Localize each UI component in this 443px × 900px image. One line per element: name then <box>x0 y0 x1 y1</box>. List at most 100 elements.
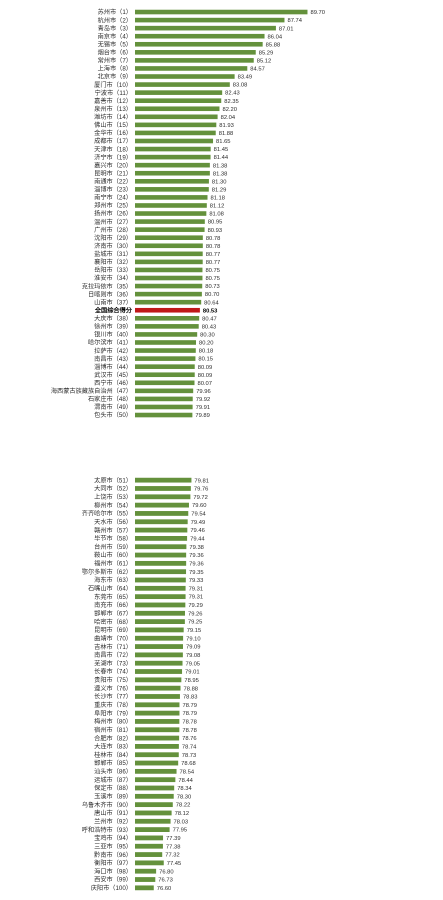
value-label: 85.88 <box>266 42 281 48</box>
bar <box>135 644 183 649</box>
category-label: 青岛市（3） <box>98 24 132 32</box>
value-label: 80.75 <box>205 276 220 282</box>
value-label: 78.12 <box>175 811 190 817</box>
value-label: 82.35 <box>224 99 239 105</box>
bar <box>135 259 203 265</box>
category-label: 天水市（56） <box>94 518 132 526</box>
category-label: 鞍山市（60） <box>94 551 132 559</box>
bar <box>135 619 185 624</box>
value-label: 80.15 <box>198 357 213 363</box>
category-label: 佛山市（15） <box>94 121 132 129</box>
category-label: 宁波市（11） <box>95 89 132 97</box>
value-label: 77.45 <box>167 861 182 867</box>
bar <box>135 760 179 766</box>
category-label: 黔南市（96） <box>94 851 132 859</box>
category-label: 宿州市（81） <box>94 726 132 734</box>
bar <box>135 340 197 345</box>
category-label: 天津市（18） <box>94 145 132 153</box>
value-label: 83.08 <box>233 83 248 89</box>
bar <box>135 652 183 658</box>
category-label: 运城市（87） <box>94 776 132 784</box>
value-label: 81.38 <box>213 171 228 177</box>
value-label: 79.05 <box>186 661 201 667</box>
category-label: 襄阳市（32） <box>94 258 132 266</box>
category-label: 银川市（40） <box>94 331 132 339</box>
category-label: 杭州市（2） <box>98 16 132 24</box>
value-label: 79.44 <box>190 537 205 543</box>
bar <box>135 41 263 47</box>
bar <box>135 486 191 491</box>
value-label: 77.39 <box>166 836 181 842</box>
value-label: 77.32 <box>165 853 180 859</box>
category-label: 台州市（59） <box>94 543 132 551</box>
category-label: 南京市（4） <box>98 32 132 40</box>
category-label: 上海市（8） <box>98 65 132 73</box>
value-label: 79.38 <box>189 545 204 551</box>
value-label: 80.77 <box>206 260 221 266</box>
category-label: 西宁市（46） <box>94 379 132 387</box>
category-label: 长春市（74） <box>94 668 132 676</box>
category-label: 乌鲁木齐市（90） <box>82 801 132 809</box>
category-label: 郑州市（25） <box>94 202 132 210</box>
top-chart-panel: 苏州市（1） 89.70 杭州市（2） 87.74 青岛市（3） 87.01 南京市（4） 8… <box>51 8 325 419</box>
value-label: 79.36 <box>189 553 204 559</box>
value-label: 79.46 <box>190 528 205 534</box>
bar <box>135 768 177 774</box>
category-label: 邯郸市（67） <box>94 609 132 617</box>
value-label: 79.54 <box>191 512 206 518</box>
category-label: 哈尔滨市（41） <box>88 339 132 347</box>
national-average-bar <box>135 307 200 313</box>
bar <box>135 283 203 289</box>
value-label: 79.35 <box>189 570 204 576</box>
value-label: 76.60 <box>157 886 172 892</box>
bar <box>135 58 254 63</box>
bar <box>135 494 191 500</box>
bar <box>135 404 193 410</box>
value-label: 78.88 <box>184 686 199 692</box>
category-label: 鄂尔多斯市（62） <box>82 568 132 576</box>
bar <box>135 98 222 103</box>
value-label: 87.01 <box>279 26 294 32</box>
category-label: 呼和浩特市（93） <box>82 826 132 834</box>
value-label: 78.78 <box>182 728 197 734</box>
bar <box>135 146 211 152</box>
value-label: 81.12 <box>210 204 225 210</box>
value-label: 79.33 <box>189 578 204 584</box>
bar <box>135 74 235 79</box>
bar <box>135 868 157 874</box>
category-label: 拉萨市（42） <box>94 347 132 355</box>
bar <box>135 396 193 402</box>
value-label: 80.53 <box>203 308 218 314</box>
value-label: 78.03 <box>174 819 189 825</box>
category-label: 保定市（88） <box>94 784 132 792</box>
bar <box>135 818 171 824</box>
category-label: 克拉玛依市（35） <box>82 282 132 290</box>
bar <box>135 178 209 184</box>
bar <box>135 502 189 508</box>
category-label: 桂林市（84） <box>94 751 132 759</box>
category-label: 淄博市（44） <box>94 363 132 371</box>
value-label: 79.92 <box>196 397 211 403</box>
bar <box>135 50 256 55</box>
value-label: 79.25 <box>188 620 203 626</box>
category-label: 石嘴山市（64） <box>88 585 132 593</box>
value-label: 80.18 <box>199 349 214 355</box>
category-label: 赣州市（57） <box>94 526 132 534</box>
category-label: 山南市（37） <box>94 298 132 306</box>
category-label: 嘉善市（12） <box>94 97 132 105</box>
value-label: 80.20 <box>199 341 214 347</box>
category-label: 海东市（63） <box>94 576 132 584</box>
bar <box>135 388 194 394</box>
bar <box>135 114 218 120</box>
bar <box>135 243 203 249</box>
value-label: 76.73 <box>158 878 173 884</box>
category-label: 上饶市（53） <box>94 493 132 501</box>
value-label: 84.57 <box>250 67 265 73</box>
category-label: 广州市（28） <box>94 226 132 234</box>
value-label: 81.30 <box>212 179 227 185</box>
bar <box>135 251 203 257</box>
category-label: 太原市（51） <box>94 476 132 484</box>
bar <box>135 348 196 353</box>
bar <box>135 602 186 608</box>
value-label: 77.38 <box>166 844 181 850</box>
